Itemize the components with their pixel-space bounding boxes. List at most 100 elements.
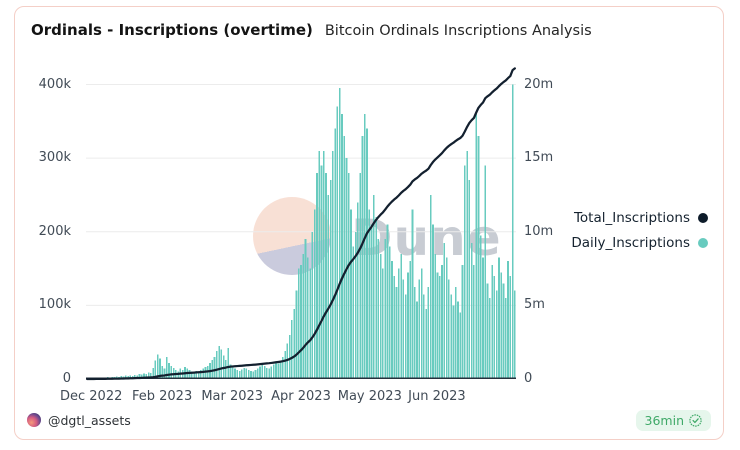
daily-inscriptions-bar[interactable] <box>395 286 398 379</box>
daily-inscriptions-bar[interactable] <box>477 136 480 379</box>
daily-inscriptions-bar[interactable] <box>291 320 293 379</box>
daily-inscriptions-bar[interactable] <box>425 309 427 379</box>
daily-inscriptions-bar[interactable] <box>341 113 343 379</box>
daily-inscriptions-bar[interactable] <box>350 209 352 379</box>
daily-inscriptions-bar[interactable] <box>400 253 402 379</box>
daily-inscriptions-bar[interactable] <box>177 371 179 379</box>
daily-inscriptions-bar[interactable] <box>372 194 375 379</box>
daily-inscriptions-bar[interactable] <box>379 253 382 379</box>
daily-inscriptions-bar[interactable] <box>347 172 350 379</box>
daily-inscriptions-bar[interactable] <box>266 367 268 379</box>
daily-inscriptions-bar[interactable] <box>479 235 482 379</box>
daily-inscriptions-bar[interactable] <box>429 194 432 379</box>
daily-inscriptions-bar[interactable] <box>261 365 264 379</box>
daily-inscriptions-bar[interactable] <box>507 261 509 379</box>
daily-inscriptions-bar[interactable] <box>204 367 207 379</box>
daily-inscriptions-bar[interactable] <box>418 279 421 379</box>
daily-inscriptions-bar[interactable] <box>188 370 191 379</box>
daily-inscriptions-bar[interactable] <box>363 113 366 379</box>
daily-inscriptions-bar[interactable] <box>284 351 286 379</box>
daily-inscriptions-bar[interactable] <box>327 194 330 379</box>
daily-inscriptions-bar[interactable] <box>281 356 284 379</box>
daily-inscriptions-bar[interactable] <box>452 305 455 379</box>
daily-inscriptions-bar[interactable] <box>463 165 466 379</box>
daily-inscriptions-bar[interactable] <box>307 257 309 379</box>
daily-inscriptions-bar[interactable] <box>504 298 507 379</box>
daily-inscriptions-bar[interactable] <box>388 246 391 379</box>
daily-inscriptions-bar[interactable] <box>361 136 364 379</box>
daily-inscriptions-bar[interactable] <box>236 370 239 379</box>
daily-inscriptions-bar[interactable] <box>420 268 423 379</box>
daily-inscriptions-bar[interactable] <box>322 150 325 379</box>
daily-inscriptions-bar[interactable] <box>318 150 321 379</box>
daily-inscriptions-bar[interactable] <box>320 165 323 379</box>
daily-inscriptions-bar[interactable] <box>357 202 359 379</box>
daily-inscriptions-bar[interactable] <box>168 362 170 379</box>
daily-inscriptions-bar[interactable] <box>152 367 154 379</box>
daily-inscriptions-bar[interactable] <box>134 374 136 379</box>
daily-inscriptions-bar[interactable] <box>370 224 373 379</box>
daily-inscriptions-bar[interactable] <box>150 373 152 379</box>
daily-inscriptions-bar[interactable] <box>143 373 145 379</box>
daily-inscriptions-bar[interactable] <box>297 268 300 379</box>
daily-inscriptions-bar[interactable] <box>434 253 437 379</box>
daily-inscriptions-bar[interactable] <box>163 368 166 379</box>
daily-inscriptions-bar[interactable] <box>441 264 443 379</box>
daily-inscriptions-bar[interactable] <box>190 371 193 379</box>
daily-inscriptions-bar[interactable] <box>500 272 503 379</box>
daily-inscriptions-bar[interactable] <box>445 257 448 379</box>
daily-inscriptions-bar[interactable] <box>502 283 505 379</box>
daily-inscriptions-bar[interactable] <box>334 128 336 379</box>
daily-inscriptions-bar[interactable] <box>427 286 430 379</box>
daily-inscriptions-bar[interactable] <box>466 150 468 379</box>
daily-inscriptions-bar[interactable] <box>211 359 214 379</box>
daily-inscriptions-bar[interactable] <box>304 239 307 379</box>
daily-inscriptions-bar[interactable] <box>475 113 478 379</box>
daily-inscriptions-bar[interactable] <box>332 150 334 379</box>
daily-inscriptions-bar[interactable] <box>384 239 386 379</box>
daily-inscriptions-bar[interactable] <box>473 264 475 379</box>
daily-inscriptions-bar[interactable] <box>514 290 516 379</box>
daily-inscriptions-bar[interactable] <box>165 356 168 379</box>
daily-inscriptions-bar[interactable] <box>325 172 327 379</box>
daily-inscriptions-bar[interactable] <box>391 261 393 379</box>
daily-inscriptions-bar[interactable] <box>432 224 434 379</box>
daily-inscriptions-bar[interactable] <box>193 372 195 379</box>
daily-inscriptions-bar[interactable] <box>338 88 341 379</box>
daily-inscriptions-bar[interactable] <box>256 368 259 379</box>
daily-inscriptions-bar[interactable] <box>413 286 416 379</box>
chart-plot[interactable] <box>86 58 516 381</box>
daily-inscriptions-bar[interactable] <box>225 359 227 379</box>
daily-inscriptions-bar[interactable] <box>366 128 368 379</box>
daily-inscriptions-bar[interactable] <box>459 312 462 379</box>
refresh-age-badge[interactable]: 36min <box>635 409 711 431</box>
daily-inscriptions-bar[interactable] <box>245 368 248 379</box>
daily-inscriptions-bar[interactable] <box>468 180 471 379</box>
daily-inscriptions-bar[interactable] <box>450 294 452 379</box>
daily-inscriptions-bar[interactable] <box>252 371 255 379</box>
daily-inscriptions-bar[interactable] <box>489 298 491 379</box>
daily-inscriptions-bar[interactable] <box>509 275 512 379</box>
daily-inscriptions-bar[interactable] <box>311 231 314 379</box>
daily-inscriptions-bar[interactable] <box>231 367 234 379</box>
daily-inscriptions-bar[interactable] <box>423 294 425 379</box>
daily-inscriptions-bar[interactable] <box>375 217 377 379</box>
daily-inscriptions-bar[interactable] <box>482 257 484 379</box>
daily-inscriptions-bar[interactable] <box>216 351 218 379</box>
daily-inscriptions-bar[interactable] <box>195 370 198 379</box>
daily-inscriptions-bar[interactable] <box>156 354 159 379</box>
daily-inscriptions-bar[interactable] <box>495 290 498 379</box>
daily-inscriptions-bar[interactable] <box>409 261 412 379</box>
daily-inscriptions-bar[interactable] <box>404 294 407 379</box>
daily-inscriptions-bar[interactable] <box>386 224 389 379</box>
daily-inscriptions-bar[interactable] <box>454 286 457 379</box>
daily-inscriptions-bar[interactable] <box>448 279 450 379</box>
daily-inscriptions-bar[interactable] <box>393 275 396 379</box>
daily-inscriptions-bar[interactable] <box>309 268 311 379</box>
daily-inscriptions-bar[interactable] <box>511 84 514 380</box>
legend-item-daily-inscriptions[interactable]: Daily_Inscriptions <box>571 230 708 255</box>
daily-inscriptions-bar[interactable] <box>275 362 277 379</box>
daily-inscriptions-bar[interactable] <box>247 370 250 379</box>
daily-inscriptions-bar[interactable] <box>227 348 230 379</box>
daily-inscriptions-bar[interactable] <box>263 365 266 379</box>
